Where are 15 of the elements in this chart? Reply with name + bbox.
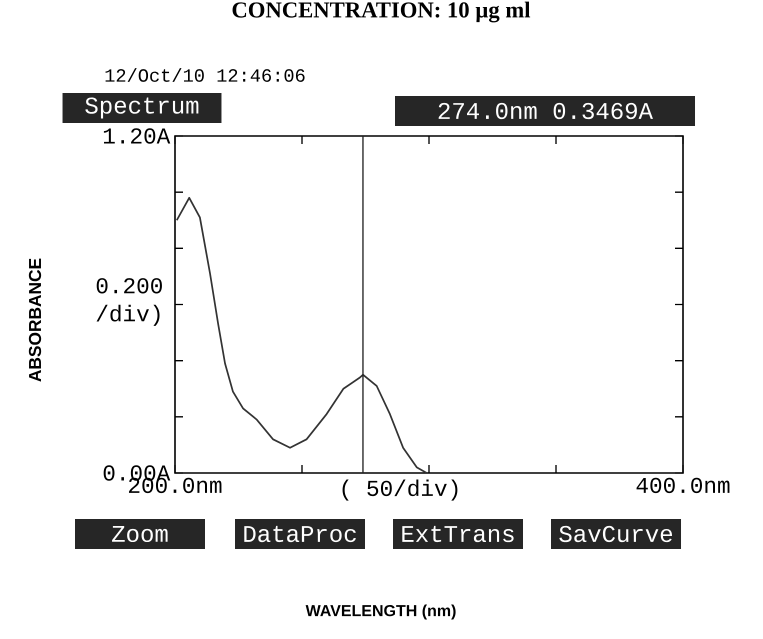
text: DataProc (244, 526, 356, 542)
text: ExtTrans (402, 526, 514, 542)
text: 274.0nm 0.3469A (438, 102, 653, 120)
text: Zoom (112, 526, 168, 542)
x-tick-label: 400.0nm (636, 478, 730, 494)
text: SavCurve (559, 526, 672, 542)
x-axis-title: ( 50/div) (342, 479, 458, 501)
text: 12/Oct/10 12:46:06 (106, 68, 305, 82)
text: ABSORBANCE (28, 258, 42, 382)
text: WAVELENGTH (nm) (306, 604, 456, 620)
y-axis-title: 0.200 /div) (96, 278, 162, 326)
chart-title: CONCENTRATION: 10 µg ml (232, 2, 530, 22)
line-series (176, 196, 428, 473)
y-tick-label: 1.20A (104, 128, 170, 144)
text: Spectrum (85, 97, 198, 119)
